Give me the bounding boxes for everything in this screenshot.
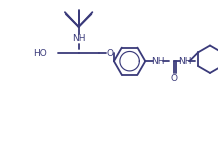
- Text: HO: HO: [33, 49, 47, 58]
- Text: NH: NH: [178, 57, 191, 66]
- Text: O: O: [170, 74, 177, 83]
- Text: O: O: [106, 49, 114, 58]
- Text: NH: NH: [72, 34, 85, 43]
- Text: NH: NH: [151, 57, 165, 66]
